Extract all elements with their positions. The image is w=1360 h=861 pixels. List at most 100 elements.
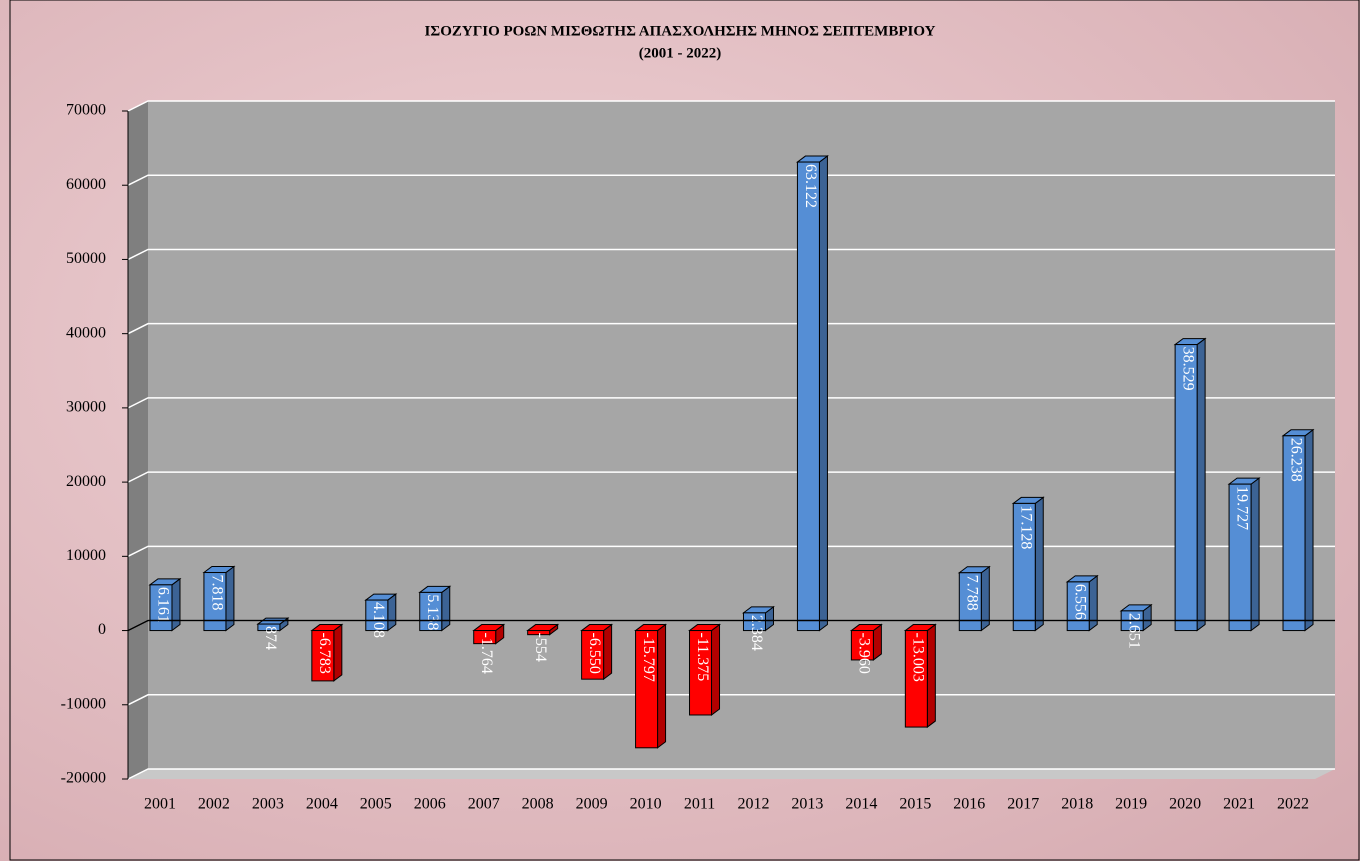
x-tick-label: 2020 [1169, 796, 1201, 813]
x-tick-label: 2014 [845, 796, 877, 813]
grid-line [127, 694, 1335, 706]
bar-side [1250, 477, 1260, 632]
x-tick-label: 2016 [953, 796, 985, 813]
grid-line [127, 174, 1335, 186]
bar-side [711, 623, 721, 716]
bar-side [1034, 496, 1044, 632]
value-label: 2.384 [748, 615, 765, 651]
bar [1282, 435, 1306, 632]
x-tick-label: 2019 [1115, 796, 1147, 813]
floor [128, 769, 1335, 779]
y-tick-label: 20000 [66, 473, 106, 490]
bar-side [1088, 574, 1098, 632]
x-tick-label: 2009 [576, 796, 608, 813]
bar [311, 630, 335, 682]
x-tick-label: 2012 [737, 796, 769, 813]
x-tick-label: 2006 [414, 796, 446, 813]
value-label: 2.651 [1125, 613, 1142, 649]
value-label: 5.138 [424, 594, 441, 630]
bar-side [1196, 337, 1206, 632]
x-tick-label: 2005 [360, 796, 392, 813]
value-label: -6.550 [586, 633, 603, 674]
x-tick-label: 2004 [306, 796, 338, 813]
bar [1012, 502, 1036, 632]
bar [527, 630, 551, 636]
x-tick-label: 2015 [899, 796, 931, 813]
value-label: -1.764 [478, 633, 495, 674]
value-label: -6.783 [316, 633, 333, 674]
bar [958, 572, 982, 632]
bar [1066, 581, 1090, 632]
bar-side [657, 623, 667, 749]
side-wall [128, 101, 148, 779]
y-tick-label: 40000 [66, 324, 106, 341]
bar-side [603, 623, 613, 681]
x-tick-label: 2011 [684, 796, 715, 813]
y-tick-label: 30000 [66, 399, 106, 416]
bar [1228, 483, 1252, 632]
bar [689, 630, 713, 716]
value-label: 63.122 [802, 164, 819, 208]
bar [581, 630, 605, 680]
bar [203, 572, 227, 632]
bar [904, 630, 928, 728]
value-label: -11.375 [694, 633, 711, 682]
value-label: -15.797 [640, 633, 657, 682]
x-tick-label: 2002 [198, 796, 230, 813]
value-label: 7.788 [964, 575, 981, 611]
bar [1174, 344, 1198, 632]
x-tick-label: 2008 [522, 796, 554, 813]
y-tick-label: 50000 [66, 250, 106, 267]
value-label: 26.238 [1287, 438, 1304, 482]
value-label: -3.960 [856, 633, 873, 674]
chart-border [9, 0, 1360, 861]
bar-side [818, 155, 828, 632]
value-label: 7.818 [208, 575, 225, 611]
x-tick-label: 2018 [1061, 796, 1093, 813]
x-tick-label: 2003 [252, 796, 284, 813]
grid-line [127, 768, 1335, 780]
value-label: 38.529 [1179, 347, 1196, 391]
x-tick-label: 2010 [630, 796, 662, 813]
bar [149, 584, 173, 632]
y-tick-label: -10000 [61, 695, 106, 712]
x-tick-label: 2007 [468, 796, 500, 813]
x-tick-label: 2001 [144, 796, 176, 813]
bar-side [926, 623, 936, 729]
x-tick-label: 2017 [1007, 796, 1039, 813]
value-label: 17.128 [1018, 505, 1035, 549]
x-tick-label: 2013 [791, 796, 823, 813]
grid-line [127, 100, 1335, 112]
bar [365, 599, 389, 632]
x-tick-label: 2022 [1277, 796, 1309, 813]
value-label: 6.161 [154, 587, 171, 623]
bar-side [441, 585, 451, 632]
y-tick-label: 10000 [66, 547, 106, 564]
y-tick-label: 0 [98, 621, 106, 638]
value-label: 874 [262, 626, 279, 650]
bar [796, 161, 820, 632]
value-label: 6.556 [1072, 584, 1089, 620]
value-label: -13.003 [910, 633, 927, 682]
y-tick-label: -20000 [61, 770, 106, 787]
bar [850, 630, 874, 661]
chart-subtitle: (2001 - 2022) [639, 45, 722, 61]
bar [473, 630, 497, 645]
y-tick-label: 60000 [66, 176, 106, 193]
value-label: 19.727 [1233, 486, 1250, 530]
grid-line [127, 397, 1335, 409]
bar [742, 612, 766, 632]
grid-line [127, 471, 1335, 483]
bar [635, 630, 659, 749]
bar-side [1304, 428, 1314, 632]
grid-line [127, 545, 1335, 558]
y-tick-label: 70000 [66, 102, 106, 119]
bar-side [333, 623, 343, 682]
grid-line [127, 248, 1335, 261]
bar [257, 623, 281, 632]
chart-title: ΙΣΟΖΥΓΙΟ ΡΟΩΝ ΜΙΣΘΩΤΗΣ ΑΠΑΣΧΟΛΗΣΗΣ ΜΗΝΟΣ… [425, 23, 936, 39]
zero-line [127, 619, 1335, 632]
grid-line [127, 322, 1335, 335]
